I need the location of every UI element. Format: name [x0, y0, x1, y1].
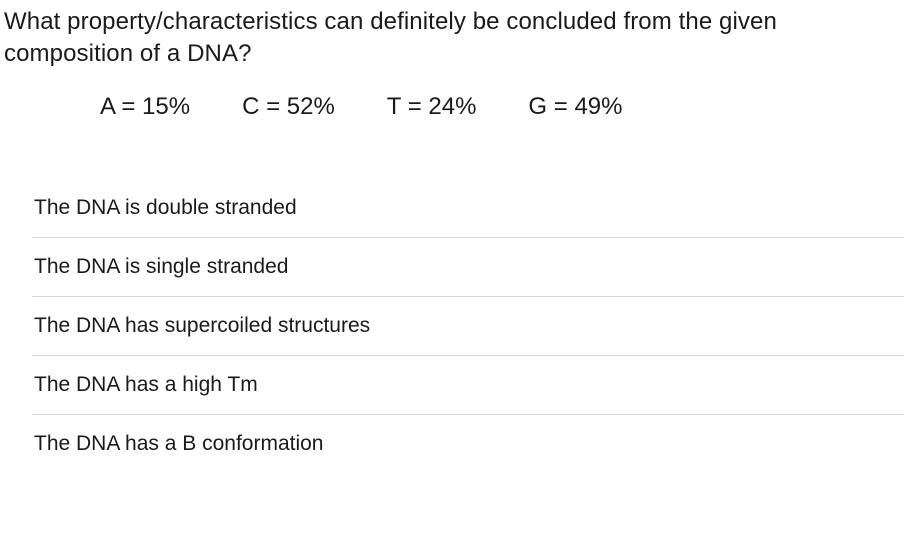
- composition-t: T = 24%: [387, 93, 477, 121]
- composition-g: G = 49%: [528, 93, 622, 121]
- options-list: The DNA is double stranded The DNA is si…: [32, 179, 904, 473]
- question-text: What property/characteristics can defini…: [4, 6, 908, 71]
- question-line-2: composition of a DNA?: [4, 40, 252, 67]
- composition-c: C = 52%: [242, 93, 335, 121]
- question-line-1: What property/characteristics can defini…: [4, 8, 777, 35]
- composition-a: A = 15%: [100, 93, 190, 121]
- option-4[interactable]: The DNA has a high Tm: [32, 356, 904, 415]
- option-3[interactable]: The DNA has supercoiled structures: [32, 297, 904, 356]
- option-5[interactable]: The DNA has a B conformation: [32, 415, 904, 473]
- option-2[interactable]: The DNA is single stranded: [32, 238, 904, 297]
- option-1[interactable]: The DNA is double stranded: [32, 179, 904, 238]
- composition-row: A = 15% C = 52% T = 24% G = 49%: [100, 93, 908, 121]
